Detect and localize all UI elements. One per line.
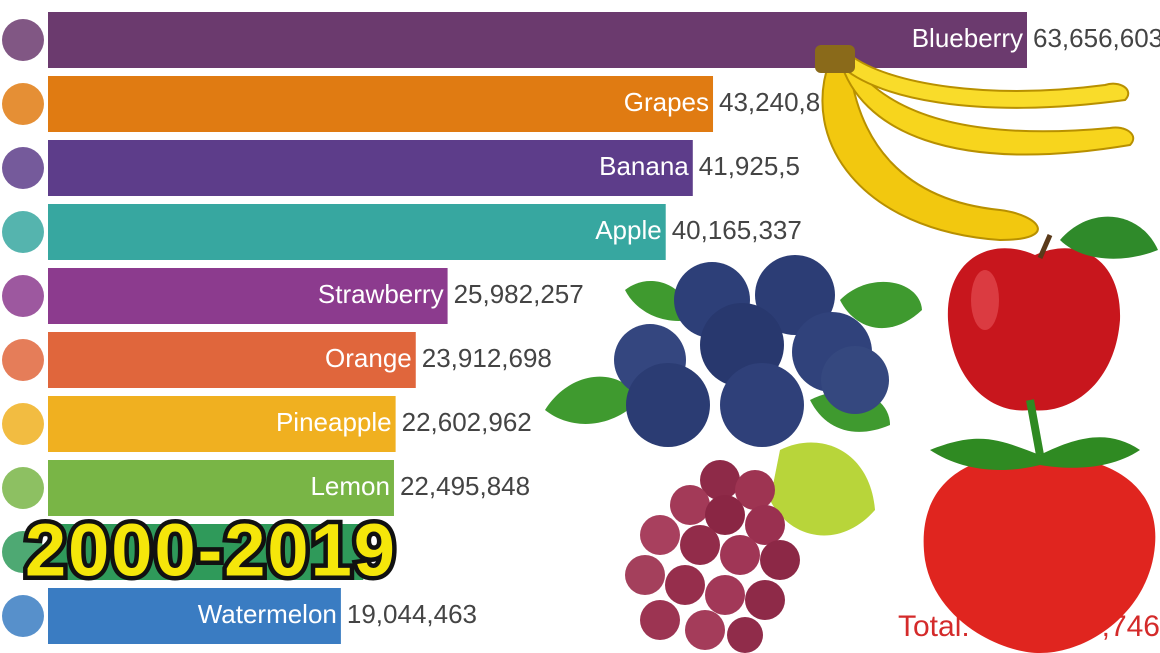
- fruit-icon: [2, 339, 44, 381]
- bar: [48, 332, 416, 388]
- category-label: Grapes: [624, 87, 709, 117]
- bar: [48, 140, 693, 196]
- fruit-icon: [2, 275, 44, 317]
- grapes-image: [625, 442, 875, 653]
- fruit-icon: [2, 403, 44, 445]
- bar: [48, 460, 394, 516]
- bar: [48, 588, 341, 644]
- value-label: 22,495,848: [400, 471, 530, 501]
- category-label: Strawberry: [318, 279, 444, 309]
- category-label: Banana: [599, 151, 689, 181]
- strawberry-image: [923, 399, 1156, 653]
- value-label: 41,925,5: [699, 151, 800, 181]
- bar: [48, 268, 448, 324]
- fruit-icon: [2, 19, 44, 61]
- bar: [48, 524, 364, 580]
- category-label: Orange: [325, 343, 412, 373]
- bar: [48, 204, 666, 260]
- apple-image: [947, 216, 1158, 411]
- icons: [2, 19, 44, 637]
- value-label: 40,165,337: [672, 215, 802, 245]
- bar: [48, 12, 1027, 68]
- category-label: Watermelon: [198, 599, 337, 629]
- value-label: 43,240,8: [719, 87, 820, 117]
- category-label: Pineapple: [276, 407, 392, 437]
- value-label: 63,656,603: [1033, 23, 1160, 53]
- fruit-icon: [2, 595, 44, 637]
- value-label: 22,602,962: [402, 407, 532, 437]
- fruit-icon: [2, 147, 44, 189]
- bars: Blueberry 63,656,603 Grapes 43,240,8 Banana 4…: [48, 12, 1160, 644]
- bar: [48, 76, 714, 132]
- category-label: Blueberry: [912, 23, 1023, 53]
- banana-image: [815, 45, 1135, 242]
- category-label: Apple: [595, 215, 662, 245]
- value-label: 23,912,698: [422, 343, 552, 373]
- fruit-icon: [2, 467, 44, 509]
- blueberry-image: [545, 255, 922, 447]
- bar: [48, 396, 396, 452]
- fruit-icon: [2, 531, 44, 573]
- value-label: 19,044,463: [347, 599, 477, 629]
- value-label: 25,982,257: [454, 279, 584, 309]
- fruit-icon: [2, 83, 44, 125]
- fruit-icon: [2, 211, 44, 253]
- category-label: Lemon: [310, 471, 390, 501]
- year-range: 2000-2019: [25, 509, 397, 592]
